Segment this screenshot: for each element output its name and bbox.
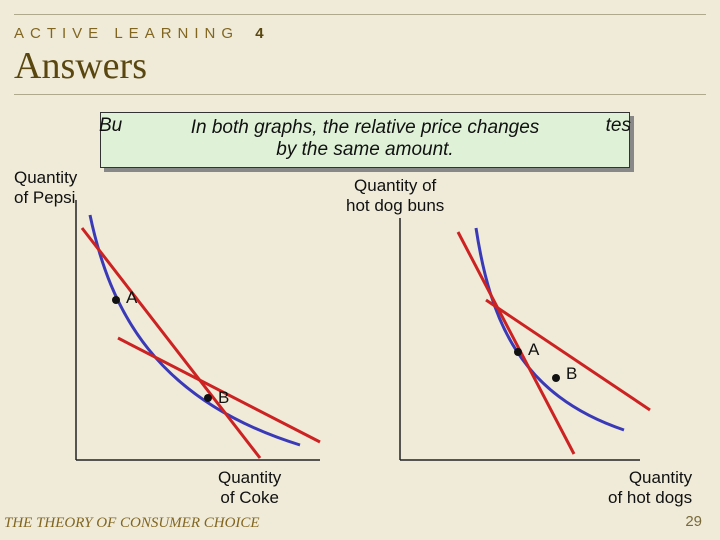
footer-text: THE THEORY OF CONSUMER CHOICE [4,515,260,532]
left-x-axis-label: Quantity of Coke [218,468,281,508]
point-label-B: B [566,364,577,384]
left-x-label-2: of Coke [220,488,279,507]
right-x-label-2: of hot dogs [608,488,692,507]
page-number: 29 [685,513,702,530]
point-label-A: A [528,340,539,360]
charts-svg [0,0,720,540]
left-x-label-1: Quantity [218,468,281,487]
point-label-B: B [218,388,229,408]
point-label-A: A [126,288,137,308]
right-x-label-1: Quantity [629,468,692,487]
right-x-axis-label: Quantity of hot dogs [608,468,692,508]
